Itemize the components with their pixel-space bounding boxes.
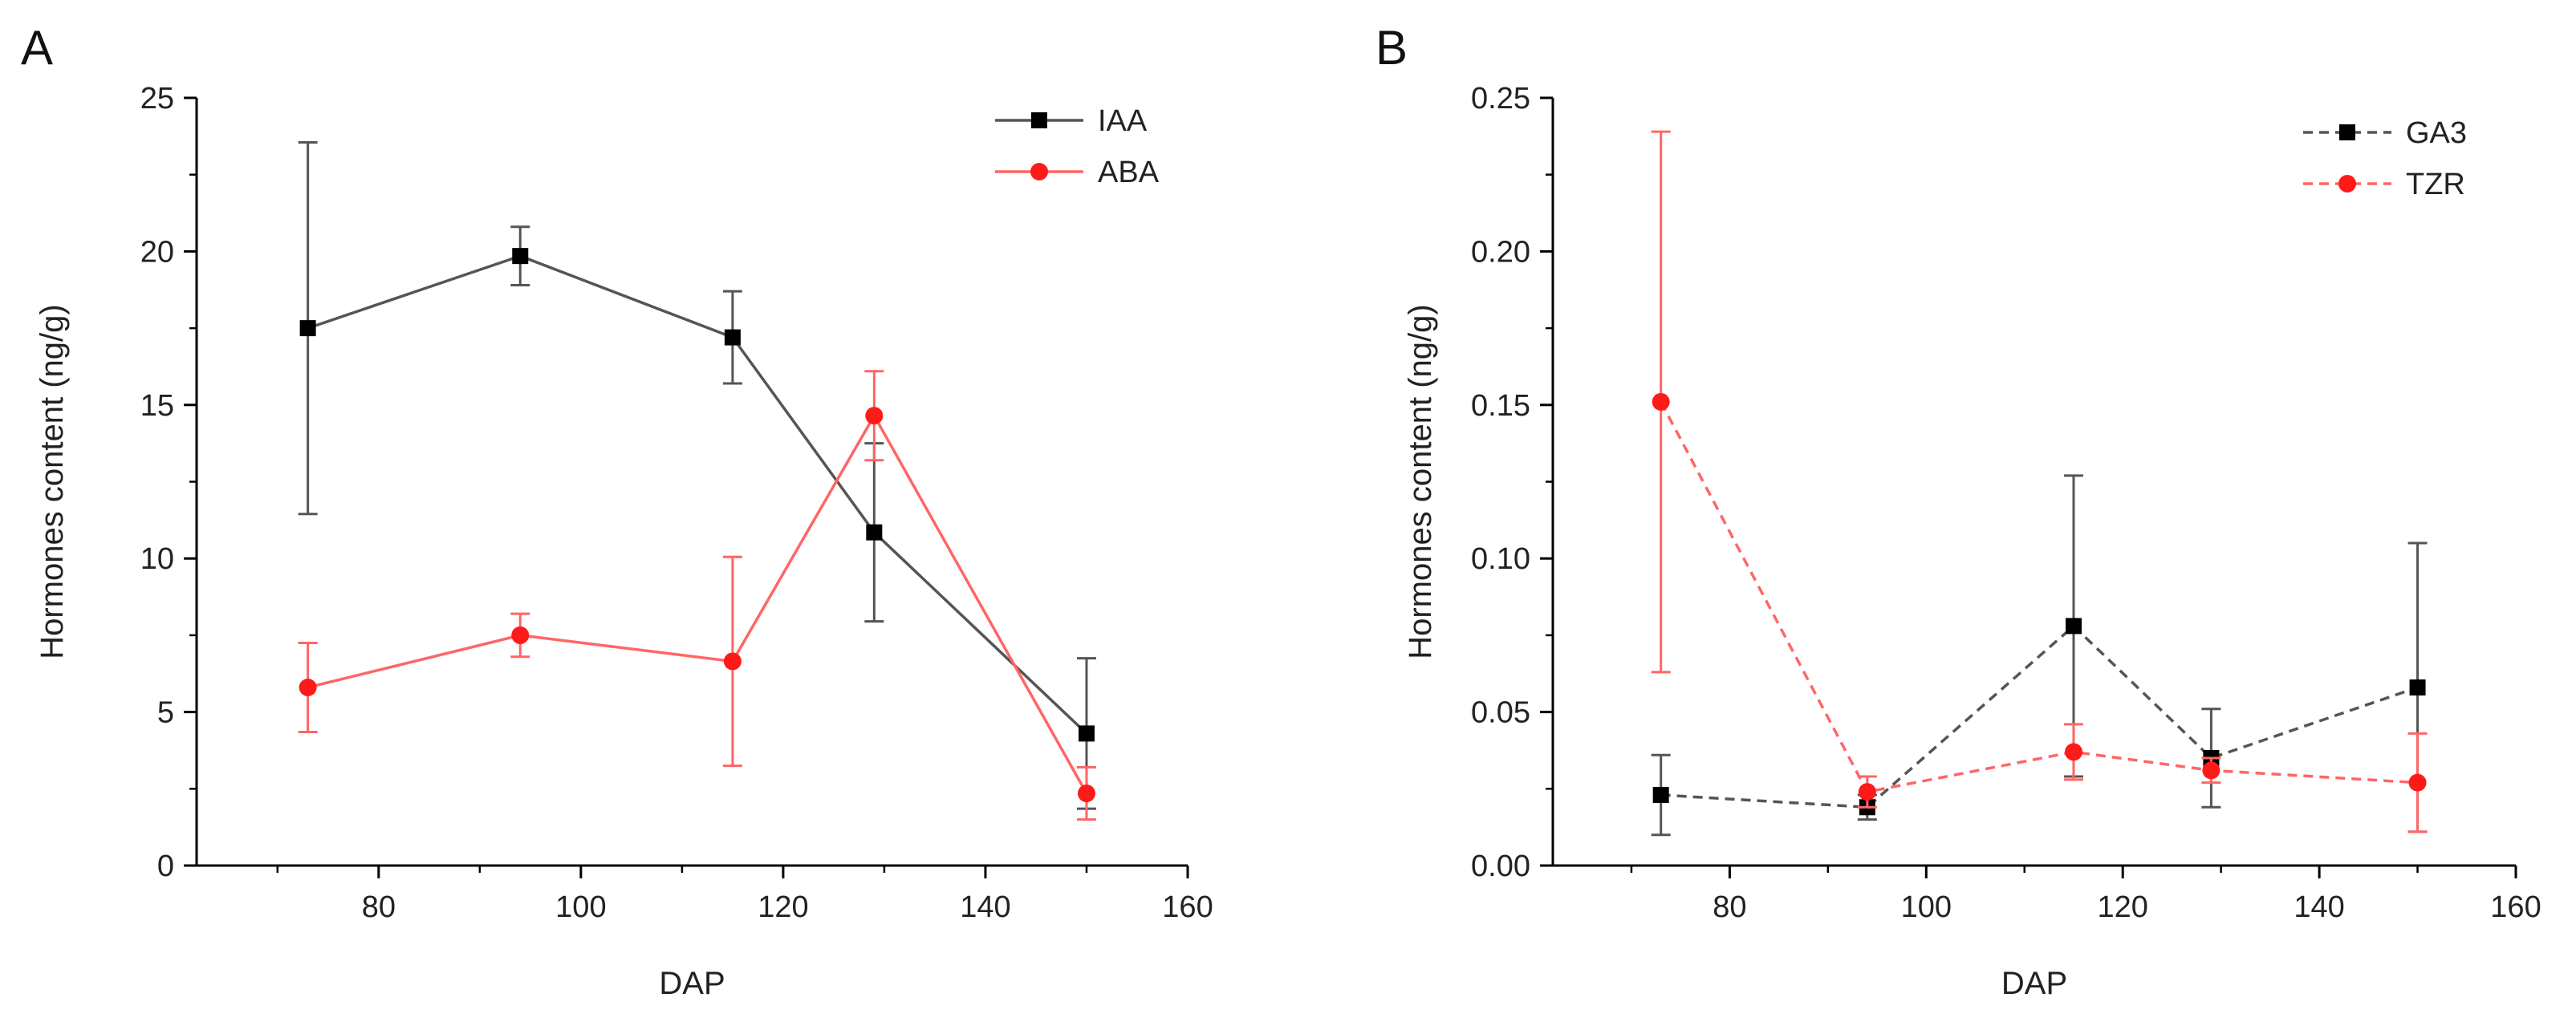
series-line-tzr bbox=[1660, 401, 2418, 794]
legend-marker-aba bbox=[1030, 163, 1048, 180]
x-tick-label: 100 bbox=[555, 890, 606, 924]
y-tick-label: 0.25 bbox=[1471, 82, 1530, 116]
series-line-iaa bbox=[307, 254, 1088, 735]
y-tick-label: 5 bbox=[157, 696, 174, 730]
data-point-tzr bbox=[2202, 761, 2220, 780]
x-axis-label: DAP bbox=[2001, 966, 2067, 1001]
x-tick-label: 80 bbox=[1713, 890, 1746, 924]
y-tick-label: 10 bbox=[140, 542, 174, 576]
legend-label-iaa: IAA bbox=[1098, 104, 1148, 138]
y-tick-label: 0 bbox=[157, 850, 174, 883]
y-tick-label: 0.05 bbox=[1471, 696, 1530, 730]
y-tick-label: 20 bbox=[140, 235, 174, 269]
data-point-aba bbox=[865, 407, 884, 425]
x-axis-label: DAP bbox=[659, 966, 725, 1001]
legend-label-ga3: GA3 bbox=[2406, 116, 2467, 150]
data-point-ga3 bbox=[1652, 786, 1669, 803]
y-tick-label: 0.00 bbox=[1471, 850, 1530, 883]
panel-letter-b: B bbox=[1375, 21, 1408, 75]
x-tick-label: 160 bbox=[1162, 890, 1213, 924]
y-tick-label: 0.10 bbox=[1471, 542, 1530, 576]
y-tick-label: 25 bbox=[140, 82, 174, 116]
data-point-ga3 bbox=[2065, 618, 2082, 635]
x-tick-label: 120 bbox=[758, 890, 808, 924]
x-tick-label: 120 bbox=[2098, 890, 2148, 924]
legend-label-aba: ABA bbox=[1098, 156, 1160, 189]
data-point-iaa bbox=[866, 524, 883, 541]
legend-label-tzr: TZR bbox=[2406, 168, 2465, 201]
chart-panel-a: A 0 5 10 15 20 25 80 100 120 140 160 DAP Hormones con… bbox=[21, 21, 1213, 1001]
legend-marker-tzr bbox=[2338, 175, 2356, 193]
series-line-aba bbox=[307, 412, 1088, 794]
data-point-iaa bbox=[299, 320, 316, 337]
data-point-tzr bbox=[1652, 392, 1670, 411]
data-point-tzr bbox=[1858, 783, 1876, 801]
y-tick-label: 0.20 bbox=[1471, 235, 1530, 269]
y-axis-label: Hormones content (ng/g) bbox=[1403, 304, 1438, 659]
y-tick-label: 15 bbox=[140, 389, 174, 423]
legend-marker-iaa bbox=[1031, 112, 1047, 128]
series-line-ga3 bbox=[1660, 624, 2419, 809]
x-tick-label: 100 bbox=[1901, 890, 1952, 924]
legend-marker-ga3 bbox=[2339, 124, 2355, 140]
data-point-iaa bbox=[724, 329, 741, 346]
x-tick-label: 80 bbox=[362, 890, 396, 924]
chart-panel-b: B 0.00 0.05 0.10 0.15 0.20 0.25 80 100 120 140 160 D… bbox=[1375, 21, 2541, 1001]
y-tick-label: 0.15 bbox=[1471, 389, 1530, 423]
data-point-tzr bbox=[2064, 743, 2082, 761]
data-point-tzr bbox=[2408, 773, 2427, 792]
data-point-aba bbox=[299, 678, 317, 696]
data-point-iaa bbox=[512, 248, 529, 265]
data-point-aba bbox=[511, 626, 530, 644]
x-tick-label: 160 bbox=[2490, 890, 2541, 924]
data-point-aba bbox=[1077, 785, 1095, 803]
data-point-iaa bbox=[1078, 725, 1095, 742]
data-point-ga3 bbox=[2409, 679, 2426, 695]
y-axis-label: Hormones content (ng/g) bbox=[35, 304, 70, 659]
panel-letter-a: A bbox=[21, 21, 53, 75]
data-point-aba bbox=[723, 652, 742, 671]
x-tick-label: 140 bbox=[960, 890, 1010, 924]
x-tick-label: 140 bbox=[2294, 890, 2344, 924]
